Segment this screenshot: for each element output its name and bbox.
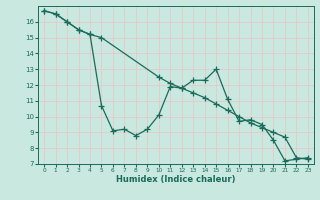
X-axis label: Humidex (Indice chaleur): Humidex (Indice chaleur) (116, 175, 236, 184)
